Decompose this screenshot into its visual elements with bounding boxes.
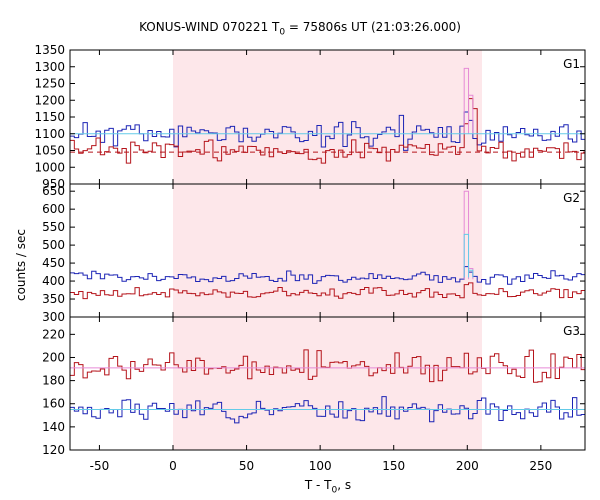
y-tick-label: 1100	[34, 127, 65, 141]
series-line	[70, 396, 585, 424]
x-tick-label: 200	[456, 459, 479, 473]
y-tick-label: 1050	[34, 144, 65, 158]
peak-series-line	[463, 67, 474, 134]
y-tick-label: 550	[42, 220, 65, 234]
y-tick-label: 1350	[34, 43, 65, 57]
series-line	[70, 98, 585, 164]
x-axis-label: T - T0, s	[304, 478, 352, 496]
y-tick-label: 160	[42, 397, 65, 411]
x-tick-label: 50	[239, 459, 254, 473]
x-tick-label: 250	[529, 459, 552, 473]
y-tick-label: 450	[42, 256, 65, 270]
y-tick-label: 180	[42, 374, 65, 388]
highlight-band	[173, 50, 482, 450]
y-tick-label: 350	[42, 292, 65, 306]
panel-frame	[69, 316, 586, 451]
panel-label: G3	[563, 324, 580, 338]
peak-series-line	[463, 233, 474, 278]
y-tick-label: 600	[42, 202, 65, 216]
y-tick-label: 500	[42, 238, 65, 252]
y-tick-label: 200	[42, 350, 65, 364]
y-tick-label: 1150	[34, 110, 65, 124]
y-tick-label: 300	[42, 310, 65, 324]
y-tick-label: 1000	[34, 160, 65, 174]
x-tick-label: 150	[382, 459, 405, 473]
x-tick-label: 0	[169, 459, 177, 473]
y-tick-label: 220	[42, 327, 65, 341]
series-line	[70, 266, 585, 285]
chart-title: KONUS-WIND 070221 T0 = 75806s UT (21:03:…	[139, 20, 461, 38]
y-tick-label: 120	[42, 443, 65, 457]
panel-label: G2	[563, 191, 580, 205]
series-line	[70, 282, 585, 300]
y-axis-label: counts / sec	[14, 229, 28, 302]
panel-label: G1	[563, 57, 580, 71]
y-tick-label: 140	[42, 420, 65, 434]
y-tick-label: 950	[42, 177, 65, 191]
y-tick-label: 1250	[34, 77, 65, 91]
y-tick-label: 1300	[34, 60, 65, 74]
x-tick-label: -50	[90, 459, 110, 473]
y-tick-label: 1200	[34, 93, 65, 107]
y-tick-label: 400	[42, 274, 65, 288]
y-tick-label: 650	[42, 184, 65, 198]
x-tick-label: 100	[309, 459, 332, 473]
